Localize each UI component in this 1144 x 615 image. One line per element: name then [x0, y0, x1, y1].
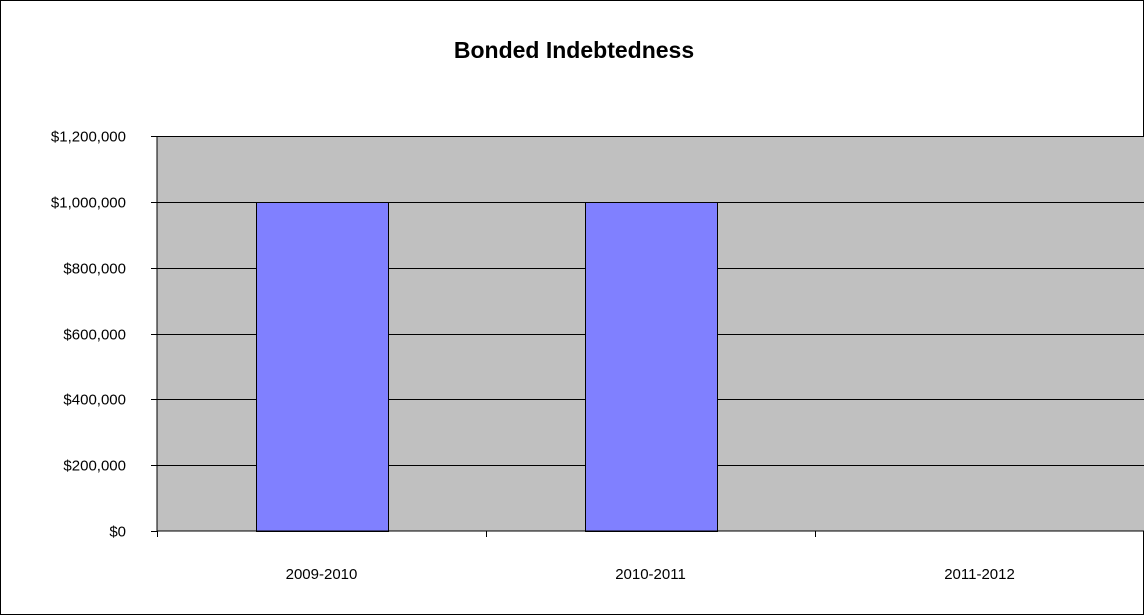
y-tick-label: $1,000,000	[51, 195, 126, 212]
x-tick-label: 2010-2011	[615, 566, 686, 583]
x-tick-label: 2009-2010	[286, 566, 358, 583]
bar	[256, 202, 389, 532]
y-tick-label: $1,200,000	[51, 129, 126, 146]
x-tick-label: 2011-2012	[944, 566, 1015, 583]
y-tick-label: $0	[109, 524, 126, 541]
y-tick-label: $800,000	[63, 261, 126, 278]
bar	[585, 202, 718, 532]
chart-title: Bonded Indebtedness	[454, 37, 694, 63]
y-tick-label: $600,000	[63, 327, 126, 344]
x-axis-ticks: 2009-2010 2010-2011 2011-2012	[157, 531, 1015, 583]
y-axis-ticks: $0 $200,000 $400,000 $600,000 $800,000 $1,000…	[51, 129, 157, 541]
y-tick-label: $400,000	[63, 392, 126, 409]
bars	[256, 202, 718, 532]
y-tick-label: $200,000	[63, 458, 126, 475]
